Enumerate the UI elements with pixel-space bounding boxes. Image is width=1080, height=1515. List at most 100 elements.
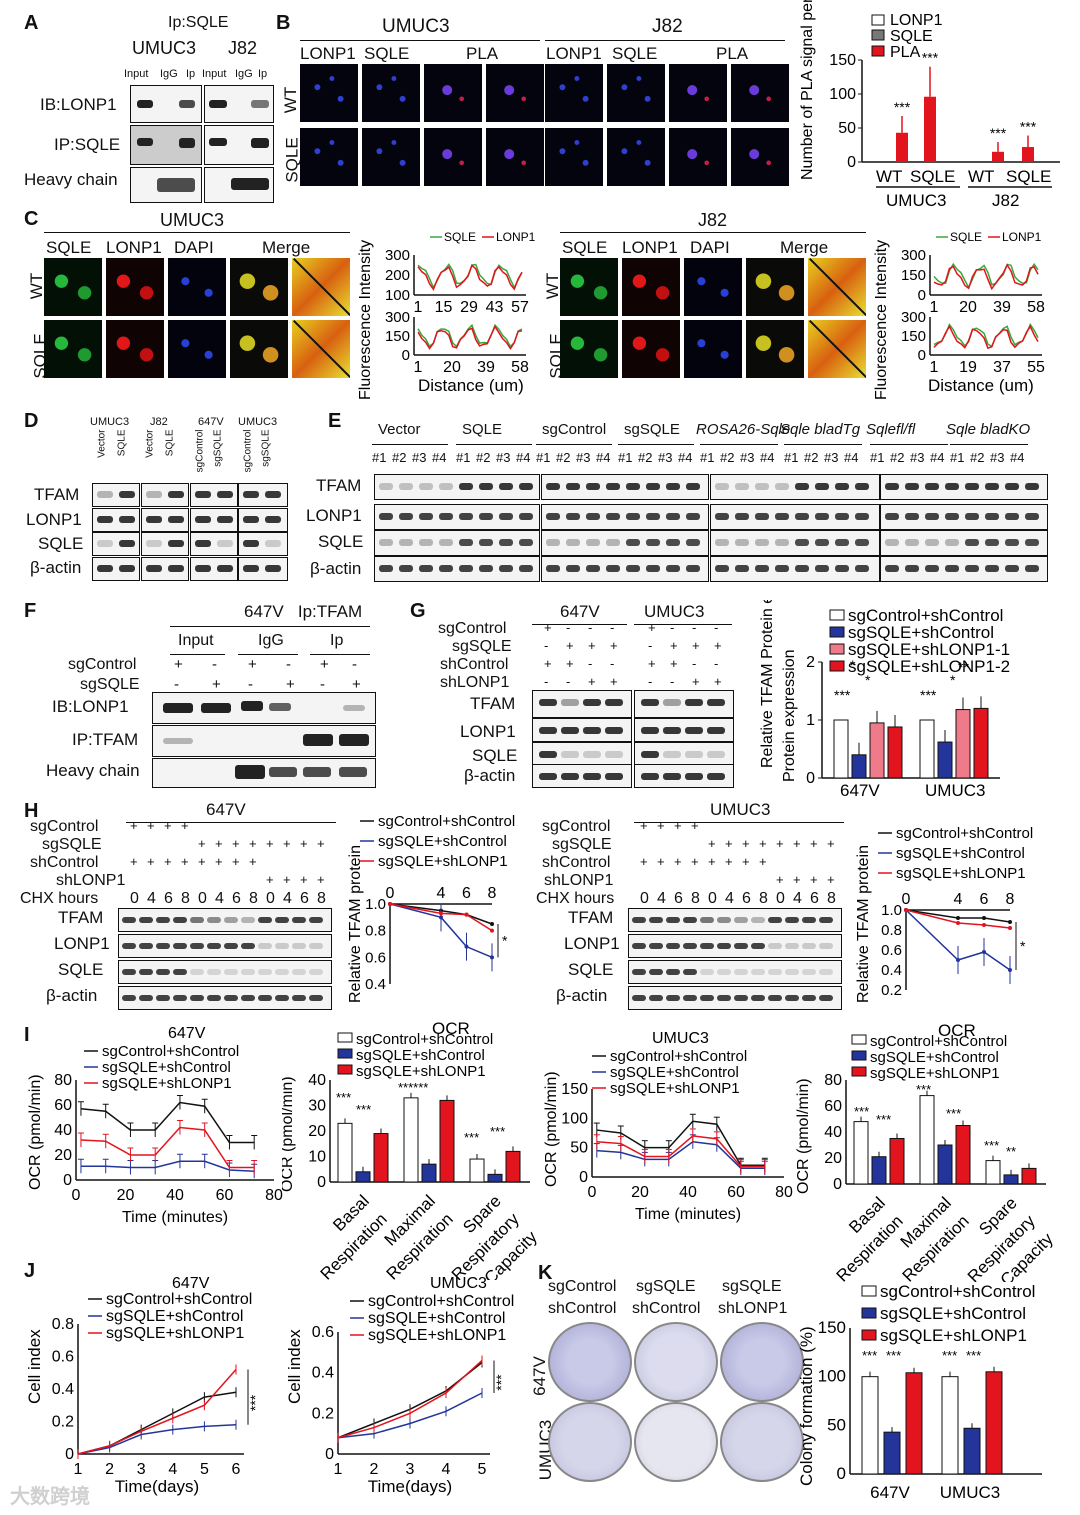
- k-bar: [905, 1372, 923, 1475]
- h-sign: +: [640, 854, 648, 869]
- e-band: [795, 483, 809, 490]
- e-band: [566, 513, 580, 520]
- h-band: [666, 943, 680, 949]
- g-blot: [634, 718, 734, 742]
- e-lane-label: #3: [910, 450, 925, 465]
- g-band: [605, 773, 623, 780]
- a-row-label: IB:LONP1: [40, 95, 117, 114]
- i-legend: sgSQLE+shControl: [102, 1059, 231, 1076]
- g-sig: *: [950, 672, 956, 688]
- h-sign: +: [164, 854, 172, 869]
- c-micrograph: [684, 258, 742, 316]
- e-band: [646, 513, 660, 520]
- d-band: [195, 491, 211, 498]
- e-lane-label: #1: [784, 450, 799, 465]
- panel-e-letter: E: [328, 410, 342, 432]
- b-bar-pla: [924, 96, 936, 162]
- j-xtick-label: 4: [168, 1461, 177, 1478]
- b-micrograph: [486, 64, 544, 122]
- e-band: [755, 483, 769, 490]
- h-row: β-actin: [46, 986, 98, 1005]
- e-band: [835, 565, 849, 572]
- e-band: [885, 513, 899, 520]
- h-sign: +: [674, 854, 682, 869]
- e-band: [855, 513, 869, 520]
- h-band: [785, 995, 799, 1001]
- i-xtick-label: 40: [679, 1184, 697, 1201]
- e-band: [965, 539, 979, 546]
- c-xtick-label: 55: [1027, 359, 1045, 376]
- h-hour: 8: [249, 890, 258, 907]
- e-band: [985, 539, 999, 546]
- c-ytick-label: 300: [901, 247, 926, 264]
- i-bar-legend-swatch: [851, 1050, 867, 1061]
- d-lane-label: SQLE: [116, 429, 128, 457]
- d-band: [168, 491, 184, 498]
- e-band: [459, 539, 473, 546]
- h-band: [292, 917, 306, 923]
- h-sign: +: [708, 854, 716, 869]
- b-micrograph: [731, 64, 789, 122]
- g-band: [663, 699, 681, 706]
- k-sig: ***: [886, 1348, 901, 1363]
- f-col: IgG: [258, 632, 284, 649]
- e-band: [735, 483, 749, 490]
- watermark: 大数跨境: [10, 1486, 90, 1508]
- g-band: [539, 773, 557, 780]
- i-bar: [919, 1095, 935, 1185]
- e-band: [905, 565, 919, 572]
- e-lane-label: #2: [890, 450, 905, 465]
- h-band: [632, 969, 646, 975]
- e-band: [499, 565, 513, 572]
- d-band: [168, 565, 184, 572]
- c-micrograph: [106, 320, 164, 378]
- g-sign: +: [692, 674, 700, 689]
- h-band: [649, 995, 663, 1001]
- e-band: [586, 539, 600, 546]
- e-blot: [374, 530, 540, 556]
- k-row: 647V: [529, 1356, 549, 1396]
- c-micrograph: [622, 320, 680, 378]
- i-legend: sgSQLE+shLONP1: [610, 1080, 740, 1097]
- h-band: [207, 943, 221, 949]
- e-band: [646, 539, 660, 546]
- h-hour: 0: [266, 890, 275, 907]
- c-micrograph: [168, 258, 226, 316]
- h-band: [258, 995, 272, 1001]
- h-legend: sgSQLE+shControl: [378, 833, 507, 850]
- a-lane: Ip: [186, 68, 196, 80]
- i-series-line: [596, 1141, 765, 1169]
- e-group-label: Sqlefl/fl: [866, 421, 916, 438]
- g-ylabel: Relative TFAM Protein expression: [759, 600, 776, 768]
- j-series-line: [77, 1424, 237, 1455]
- h-xtick-label: 0: [386, 885, 395, 902]
- h-sign: +: [266, 836, 274, 851]
- h-band: [734, 917, 748, 923]
- g-row: β-actin: [464, 766, 516, 785]
- i-xlabel: Time (minutes): [122, 1209, 228, 1226]
- i-ytick-label: 80: [54, 1072, 72, 1089]
- e-band: [666, 483, 680, 490]
- g-sign: -: [566, 620, 571, 635]
- g-sign: -: [692, 656, 697, 671]
- g-blot: [532, 690, 632, 718]
- i-ocr-umuc3: UMUC3 sgControl+shControlsgSQLE+shContro…: [543, 1030, 793, 1223]
- j-xtick-label: 2: [370, 1461, 379, 1478]
- i-bar-legend: sgControl+shControl: [356, 1031, 493, 1048]
- c-col: SQLE: [46, 238, 92, 257]
- d-band: [195, 516, 211, 523]
- d-lane-label: SQLE: [164, 429, 176, 457]
- h-ytick-label: 0.8: [365, 923, 386, 940]
- i-legend: sgControl+shControl: [610, 1048, 747, 1065]
- i-series-line: [80, 1101, 255, 1144]
- c-micrograph: [44, 320, 102, 378]
- h-sign: +: [759, 854, 767, 869]
- h-band: [173, 943, 187, 949]
- b-ytick-label: 0: [847, 154, 856, 171]
- i-bar: [337, 1122, 353, 1183]
- h-sig: *: [1020, 938, 1026, 954]
- h-band: [241, 969, 255, 975]
- g-legend: sgSQLE+shControl: [848, 623, 994, 642]
- h-sign: +: [691, 818, 699, 833]
- b-micrograph: [669, 128, 727, 186]
